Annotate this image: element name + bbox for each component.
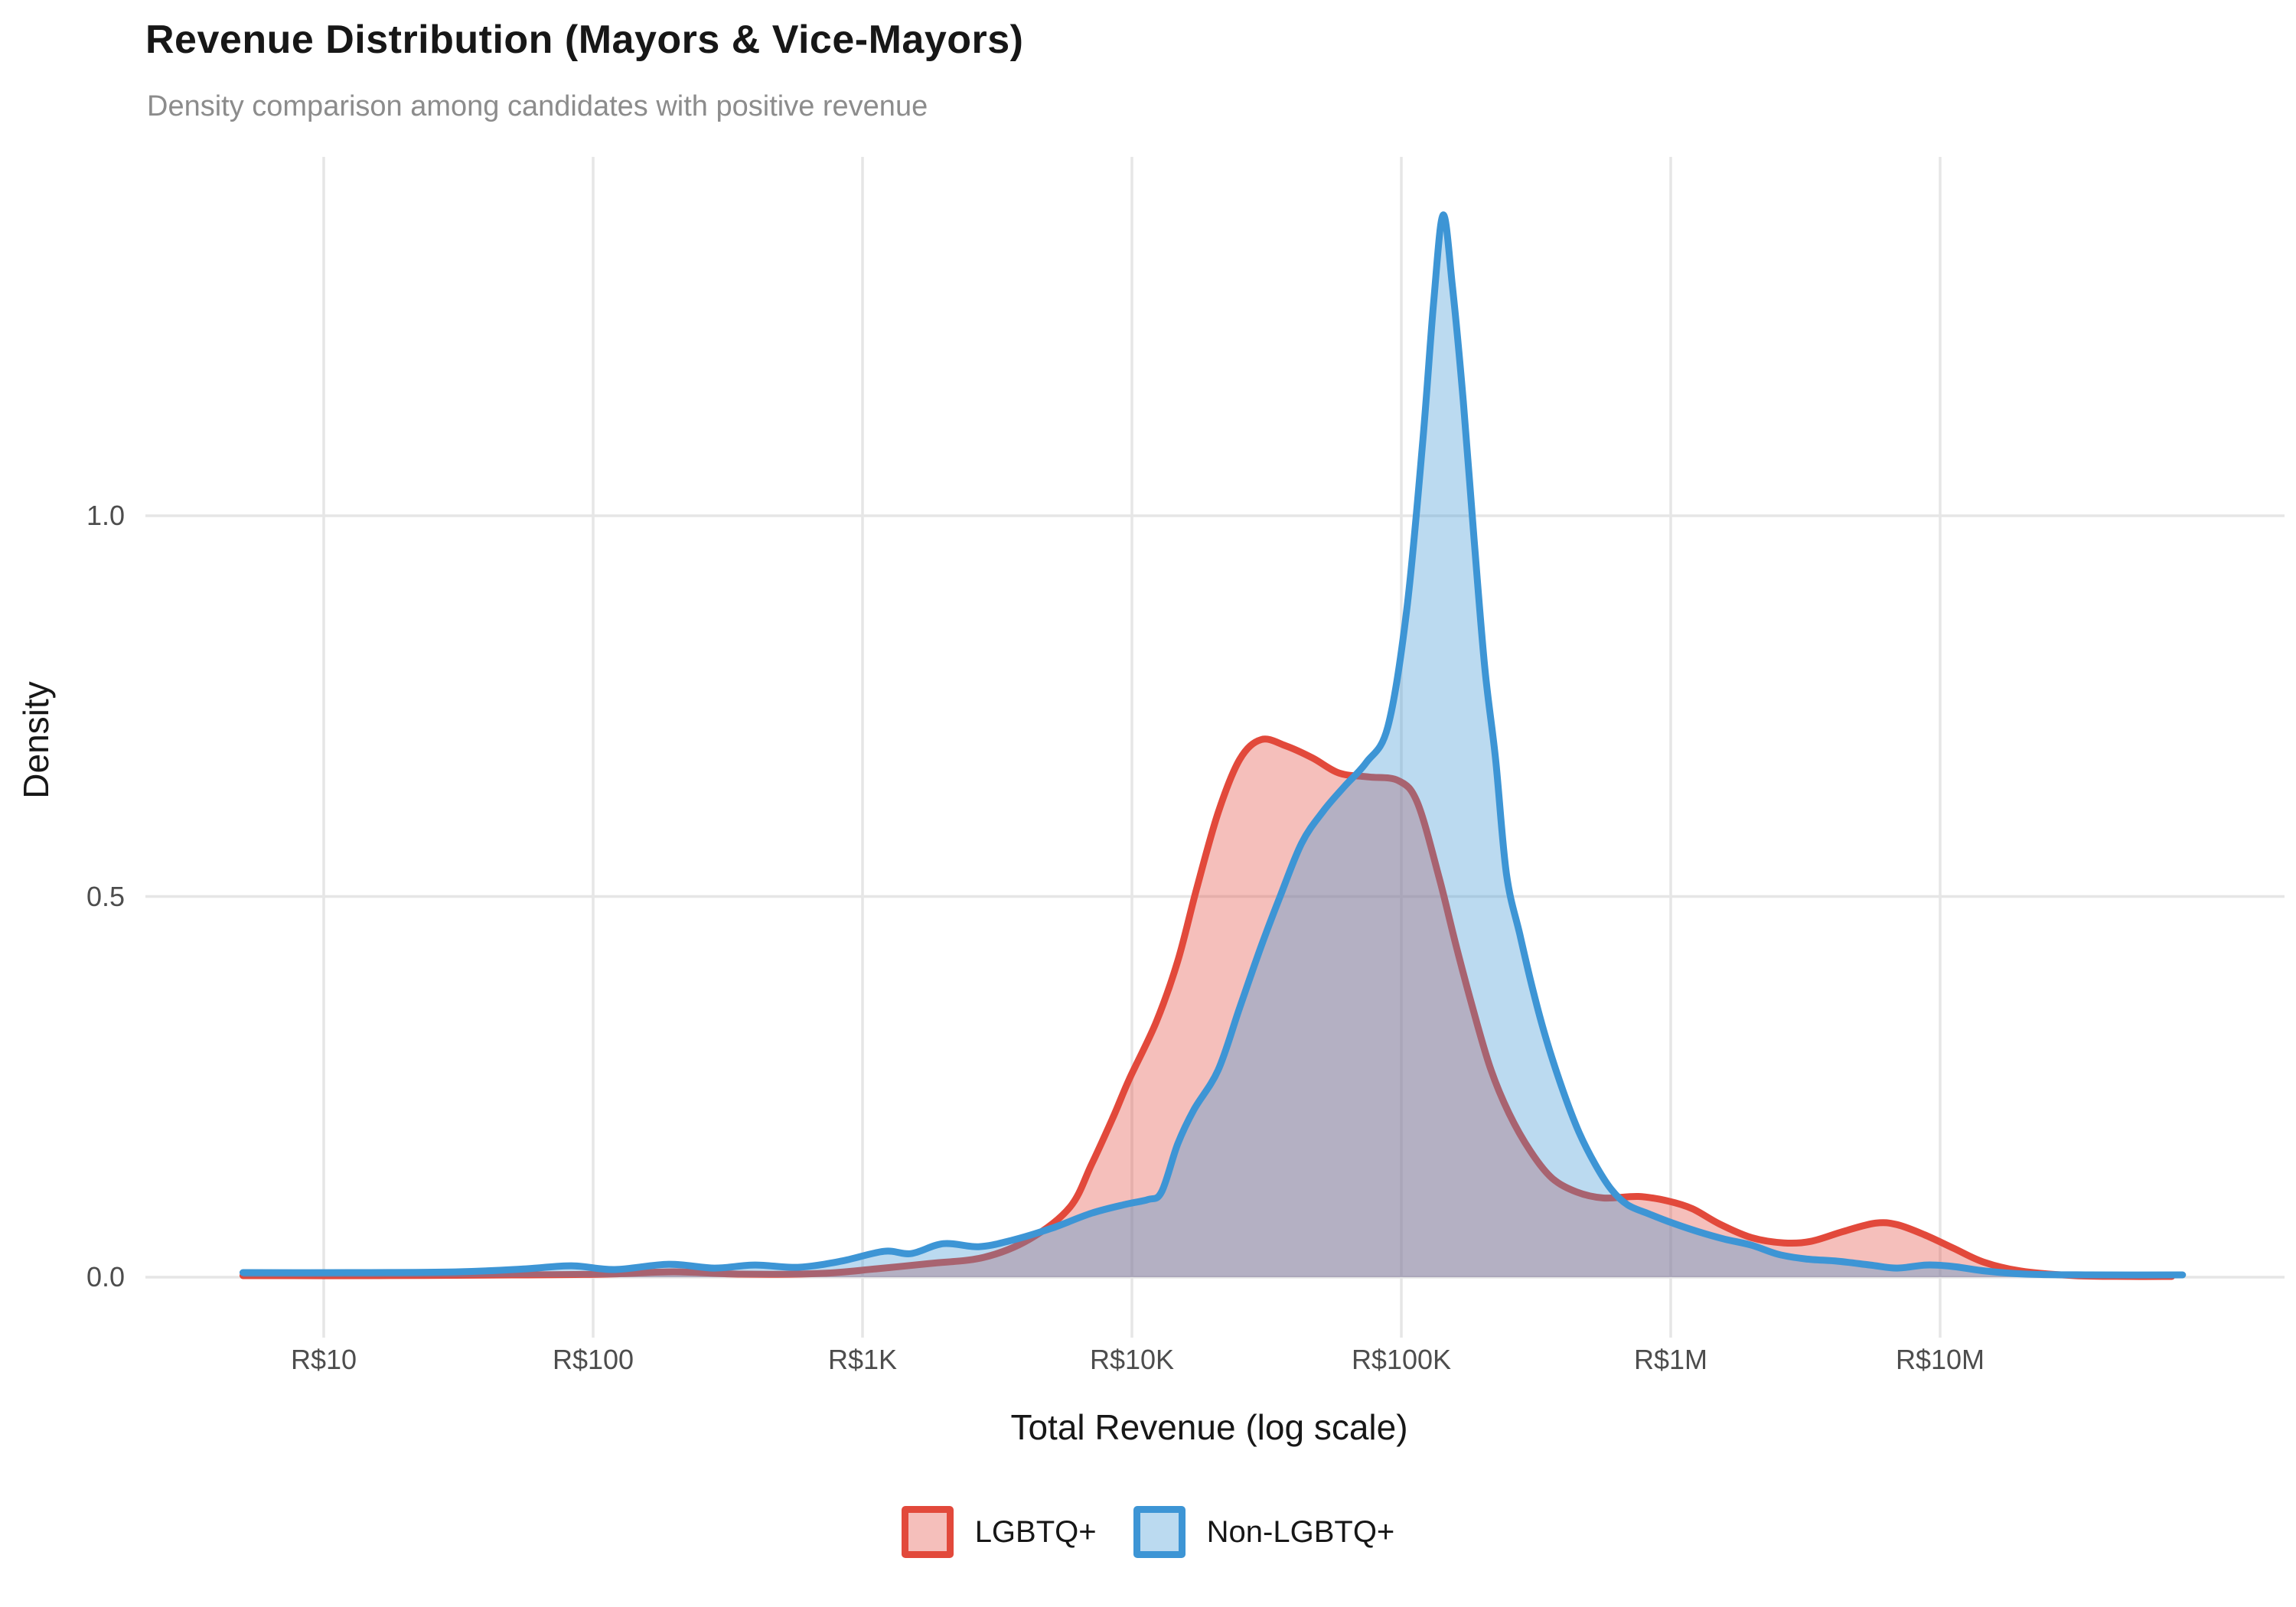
legend-label-lgbtq: LGBTQ+ [974, 1515, 1097, 1549]
chart-title: Revenue Distribution (Mayors & Vice-Mayo… [145, 18, 1024, 62]
legend-label-non-lgbtq: Non-LGBTQ+ [1206, 1515, 1395, 1549]
x-tick-label: R$100 [552, 1344, 634, 1375]
y-axis-title: Density [16, 681, 56, 799]
legend-item-lgbtq: LGBTQ+ [901, 1506, 1097, 1558]
x-tick-label: R$10M [1895, 1344, 1985, 1375]
x-axis-title: Total Revenue (log scale) [1010, 1407, 1408, 1447]
x-tick-label: R$10 [290, 1344, 357, 1375]
x-tick-label: R$1M [1633, 1344, 1708, 1375]
legend-swatch-lgbtq [901, 1506, 954, 1558]
density-area-non-lgbtq- [243, 214, 2183, 1277]
legend-swatch-non-lgbtq [1133, 1506, 1186, 1558]
legend: LGBTQ+ Non-LGBTQ+ [0, 1506, 2296, 1558]
density-line-non-lgbtq- [239, 211, 2187, 1279]
x-tick-label: R$1K [827, 1344, 898, 1375]
y-tick-label: 1.0 [86, 500, 125, 531]
x-tick-label: R$10K [1089, 1344, 1175, 1375]
legend-item-non-lgbtq: Non-LGBTQ+ [1133, 1506, 1395, 1558]
density-area-lgbtq- [243, 738, 2172, 1277]
y-tick-label: 0.0 [86, 1261, 125, 1292]
density-line-lgbtq- [239, 735, 2176, 1280]
y-tick-label: 0.5 [86, 880, 125, 912]
x-tick-label: R$100K [1351, 1344, 1452, 1375]
chart-subtitle: Density comparison among candidates with… [147, 90, 928, 122]
